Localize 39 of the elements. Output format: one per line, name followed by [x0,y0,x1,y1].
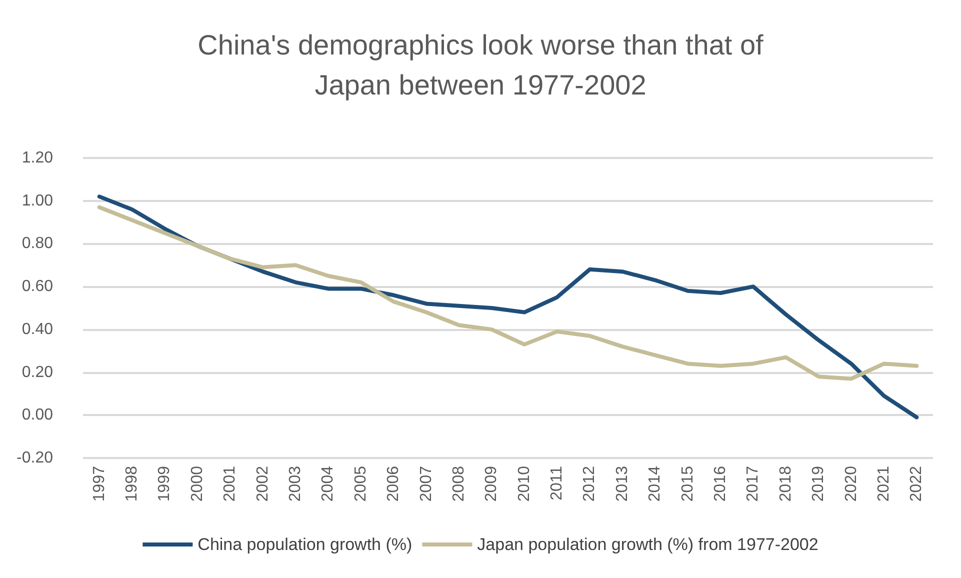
x-tick-label: 2022 [908,466,926,502]
x-tick-label: 2002 [254,466,272,502]
y-tick-label: 0.60 [22,278,54,296]
x-tick-label: 2006 [385,466,402,502]
x-tick-label: 2020 [842,466,860,502]
x-tick-label: 2001 [222,466,239,502]
y-tick-label: 0.40 [22,320,54,338]
y-tick-label: 1.00 [22,192,54,210]
x-tick-label: 2012 [581,466,598,502]
x-tick-label: 2014 [646,466,664,502]
y-tick-label: -0.20 [16,450,54,466]
line-series [97,205,919,381]
x-tick-label: 2003 [287,466,304,502]
line-series [97,194,919,420]
x-tick-label: 1999 [156,466,174,502]
x-tick-label: 2007 [418,466,435,502]
x-tick-label: 2021 [875,466,892,502]
x-tick-label: 2008 [450,466,468,502]
chart-title: China's demographics look worse than that of Japan between 1977-2002 [198,30,764,100]
legend-label: Japan population growth (%) from 1977-2002 [477,535,818,554]
y-tick-label: 1.20 [22,150,54,166]
y-tick-label: 0.00 [22,406,54,424]
y-tick-label: 0.20 [22,364,54,381]
x-tick-label: 2013 [614,466,631,502]
x-tick-label: 2005 [352,466,370,502]
x-tick-label: 2010 [516,466,533,502]
x-tick-label: 2000 [188,466,206,502]
x-tick-label: 1998 [124,466,141,502]
legend-label: China population growth (%) [198,535,412,554]
x-tick-label: 1997 [90,466,108,502]
x-tick-label: 2019 [810,466,828,502]
x-tick-label: 2011 [548,466,566,500]
x-tick-label: 2017 [744,466,762,502]
y-tick-label: 0.80 [22,235,54,252]
x-tick-label: 2018 [777,466,794,502]
x-tick-label: 2016 [712,466,729,502]
x-tick-label: 2009 [483,466,500,502]
x-tick-label: 2004 [320,466,337,502]
x-tick-label: 2015 [679,466,696,502]
